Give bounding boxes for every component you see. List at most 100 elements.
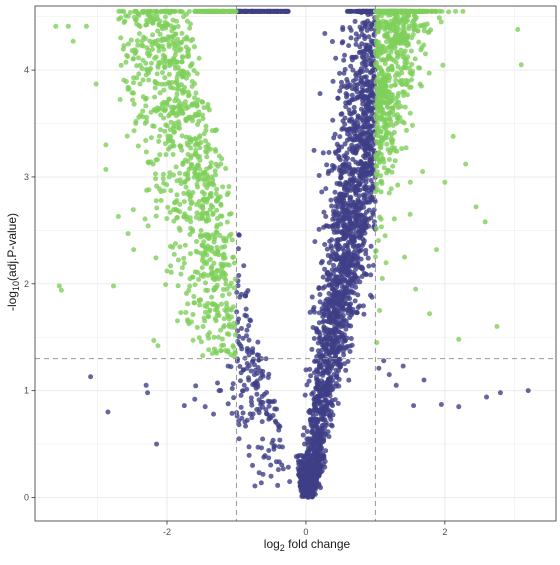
data-point <box>213 191 219 197</box>
data-point <box>175 23 181 29</box>
data-point <box>119 8 125 14</box>
data-point <box>195 97 201 103</box>
data-point <box>128 37 134 43</box>
data-point <box>136 31 142 37</box>
data-point <box>162 128 168 134</box>
data-point <box>203 127 209 133</box>
data-point <box>194 324 200 330</box>
data-point <box>324 277 330 283</box>
data-point <box>187 232 193 238</box>
data-point <box>351 239 357 245</box>
data-point <box>209 301 215 307</box>
data-point <box>412 25 418 31</box>
data-point <box>216 388 222 394</box>
data-point <box>378 178 384 184</box>
data-point <box>131 90 137 96</box>
data-point <box>207 146 213 152</box>
data-point <box>227 321 233 327</box>
data-point <box>354 310 360 316</box>
data-point <box>197 166 203 172</box>
data-point <box>332 319 338 325</box>
data-point <box>307 366 313 372</box>
data-point <box>236 422 242 428</box>
data-point <box>386 372 392 378</box>
data-point <box>380 70 386 76</box>
data-point <box>322 464 328 470</box>
data-point <box>197 302 203 308</box>
data-point <box>403 127 409 133</box>
data-point <box>256 470 262 476</box>
data-point <box>231 320 237 326</box>
data-point <box>181 260 187 266</box>
data-point <box>252 483 258 489</box>
data-point <box>333 203 339 209</box>
data-point <box>218 301 224 307</box>
data-point <box>240 410 246 416</box>
data-point <box>338 79 344 85</box>
data-point <box>250 462 256 468</box>
data-point <box>183 184 189 190</box>
data-point <box>162 75 168 81</box>
data-point <box>320 372 326 378</box>
data-point <box>361 51 367 57</box>
data-point <box>248 395 254 401</box>
data-point <box>336 218 342 224</box>
data-point <box>174 91 180 97</box>
data-point <box>246 337 252 343</box>
data-point <box>331 164 337 170</box>
data-point <box>139 66 145 72</box>
x-axis-label-suffix: fold change <box>285 537 351 551</box>
data-point <box>227 8 233 14</box>
data-point <box>230 254 236 260</box>
data-point <box>143 103 149 109</box>
data-point <box>299 474 305 480</box>
data-point <box>403 145 409 151</box>
data-point <box>218 348 224 354</box>
data-point <box>316 445 322 451</box>
data-point <box>393 77 399 83</box>
data-point <box>396 99 402 105</box>
data-point <box>218 202 224 208</box>
data-point <box>311 335 317 341</box>
data-point <box>168 8 174 14</box>
data-point <box>179 59 185 65</box>
data-point <box>168 263 174 269</box>
data-point <box>313 463 319 469</box>
data-point <box>306 409 312 415</box>
data-point <box>339 144 345 150</box>
data-point <box>162 55 168 61</box>
data-point <box>190 311 196 317</box>
data-point <box>298 478 304 484</box>
data-point <box>192 81 198 87</box>
data-point <box>176 98 182 104</box>
data-point <box>349 289 355 295</box>
data-point <box>383 82 389 88</box>
data-point <box>217 232 223 238</box>
data-point <box>306 483 312 489</box>
data-point <box>185 151 191 157</box>
data-point <box>450 133 456 139</box>
data-point <box>401 33 407 39</box>
data-point <box>409 19 415 25</box>
data-point <box>273 459 279 465</box>
data-point <box>515 27 521 33</box>
data-point <box>482 219 488 225</box>
data-point <box>222 307 228 313</box>
data-point <box>195 162 201 168</box>
data-point <box>335 237 341 243</box>
not-significant-points <box>88 8 531 500</box>
data-point <box>421 28 427 34</box>
data-point <box>300 453 306 459</box>
data-point <box>377 83 383 89</box>
data-point <box>418 8 424 14</box>
data-point <box>317 91 323 97</box>
data-point <box>304 382 310 388</box>
data-point <box>250 346 256 352</box>
data-point <box>125 41 131 47</box>
data-point <box>200 99 206 105</box>
data-point <box>201 191 207 197</box>
data-point <box>275 482 281 488</box>
data-point <box>381 159 387 165</box>
data-point <box>312 445 318 451</box>
x-axis-label-prefix: log <box>264 537 280 551</box>
